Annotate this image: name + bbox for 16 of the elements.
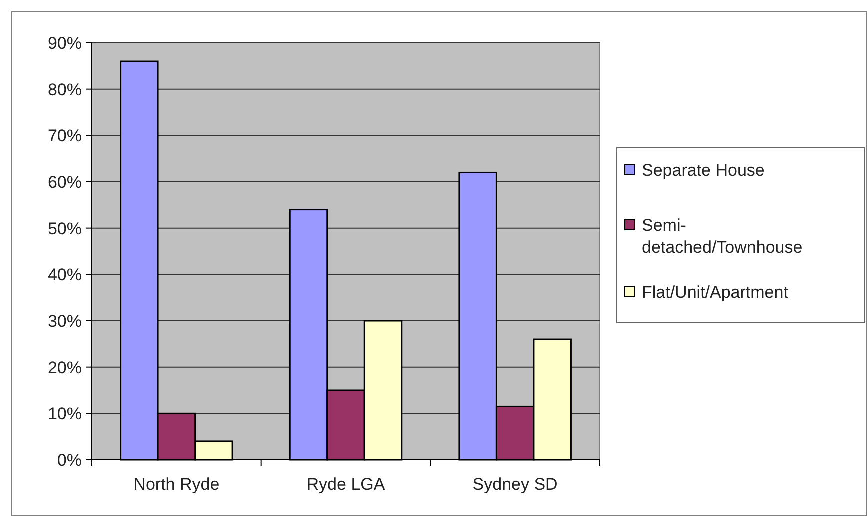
y-tick-label: 10% <box>48 404 82 424</box>
y-tick-label: 30% <box>48 312 82 331</box>
y-tick-label: 90% <box>48 34 82 53</box>
y-tick-label: 0% <box>57 450 82 470</box>
y-tick-label: 80% <box>48 80 82 100</box>
y-tick-label: 40% <box>48 266 82 285</box>
y-tick-label: 70% <box>48 126 82 146</box>
legend-label: Flat/Unit/Apartment <box>642 282 789 302</box>
y-tick-label: 20% <box>48 358 82 378</box>
x-tick-label: North Ryde <box>134 475 220 494</box>
legend-label: Semi-detached/Townhouse <box>642 216 803 258</box>
x-tick-label: Ryde LGA <box>306 475 386 494</box>
legend-label: Separate House <box>642 160 765 180</box>
y-tick-label: 60% <box>48 172 82 192</box>
x-tick-label: Sydney SD <box>472 475 558 494</box>
y-tick-label: 50% <box>48 219 82 238</box>
